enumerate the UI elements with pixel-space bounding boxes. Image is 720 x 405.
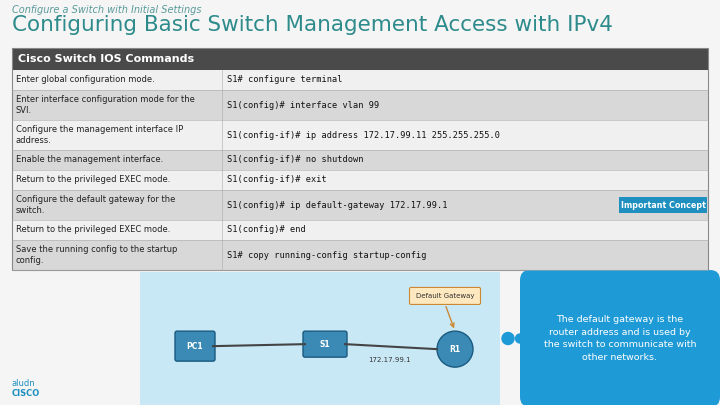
Text: 172.17.99.1: 172.17.99.1 bbox=[369, 357, 411, 363]
Text: S1# configure terminal: S1# configure terminal bbox=[227, 75, 343, 85]
Text: R1: R1 bbox=[449, 345, 461, 354]
Text: S1(config)# interface vlan 99: S1(config)# interface vlan 99 bbox=[227, 100, 379, 109]
FancyBboxPatch shape bbox=[520, 270, 720, 405]
FancyBboxPatch shape bbox=[12, 190, 708, 220]
Circle shape bbox=[502, 333, 514, 345]
Text: S1(config-if)# ip address 172.17.99.11 255.255.255.0: S1(config-if)# ip address 172.17.99.11 2… bbox=[227, 130, 500, 139]
FancyBboxPatch shape bbox=[12, 70, 708, 90]
Text: Enter interface configuration mode for the
SVI.: Enter interface configuration mode for t… bbox=[16, 95, 195, 115]
FancyBboxPatch shape bbox=[303, 331, 347, 357]
Text: Enable the management interface.: Enable the management interface. bbox=[16, 156, 163, 164]
FancyBboxPatch shape bbox=[12, 120, 708, 150]
Circle shape bbox=[516, 334, 524, 343]
FancyBboxPatch shape bbox=[619, 197, 707, 213]
FancyBboxPatch shape bbox=[175, 331, 215, 361]
FancyBboxPatch shape bbox=[410, 288, 480, 305]
Text: S1# copy running-config startup-config: S1# copy running-config startup-config bbox=[227, 251, 426, 260]
Text: Return to the privileged EXEC mode.: Return to the privileged EXEC mode. bbox=[16, 175, 171, 185]
Text: CISCO: CISCO bbox=[12, 388, 40, 397]
Text: Configuring Basic Switch Management Access with IPv4: Configuring Basic Switch Management Acce… bbox=[12, 15, 613, 35]
FancyBboxPatch shape bbox=[140, 272, 500, 405]
Text: PC1: PC1 bbox=[186, 342, 203, 351]
Text: Configure the management interface IP
address.: Configure the management interface IP ad… bbox=[16, 125, 184, 145]
Text: The default gateway is the
router address and is used by
the switch to communica: The default gateway is the router addres… bbox=[544, 315, 696, 362]
FancyBboxPatch shape bbox=[12, 170, 708, 190]
Text: Configure the default gateway for the
switch.: Configure the default gateway for the sw… bbox=[16, 195, 176, 215]
Text: Return to the privileged EXEC mode.: Return to the privileged EXEC mode. bbox=[16, 226, 171, 234]
Text: aludn: aludn bbox=[12, 379, 35, 388]
Text: Save the running config to the startup
config.: Save the running config to the startup c… bbox=[16, 245, 177, 265]
Text: Configure a Switch with Initial Settings: Configure a Switch with Initial Settings bbox=[12, 5, 202, 15]
FancyBboxPatch shape bbox=[12, 240, 708, 270]
Text: S1(config)# end: S1(config)# end bbox=[227, 226, 306, 234]
FancyBboxPatch shape bbox=[12, 90, 708, 120]
FancyBboxPatch shape bbox=[12, 150, 708, 170]
Text: S1(config-if)# no shutdown: S1(config-if)# no shutdown bbox=[227, 156, 364, 164]
Text: S1: S1 bbox=[320, 340, 330, 349]
Text: S1(config-if)# exit: S1(config-if)# exit bbox=[227, 175, 327, 185]
Text: Default Gateway: Default Gateway bbox=[415, 293, 474, 299]
Text: Important Concept: Important Concept bbox=[621, 200, 706, 209]
FancyBboxPatch shape bbox=[12, 48, 708, 70]
Text: Enter global configuration mode.: Enter global configuration mode. bbox=[16, 75, 155, 85]
Circle shape bbox=[437, 331, 473, 367]
FancyBboxPatch shape bbox=[12, 220, 708, 240]
Text: S1(config)# ip default-gateway 172.17.99.1: S1(config)# ip default-gateway 172.17.99… bbox=[227, 200, 448, 209]
Text: Cisco Switch IOS Commands: Cisco Switch IOS Commands bbox=[18, 54, 194, 64]
